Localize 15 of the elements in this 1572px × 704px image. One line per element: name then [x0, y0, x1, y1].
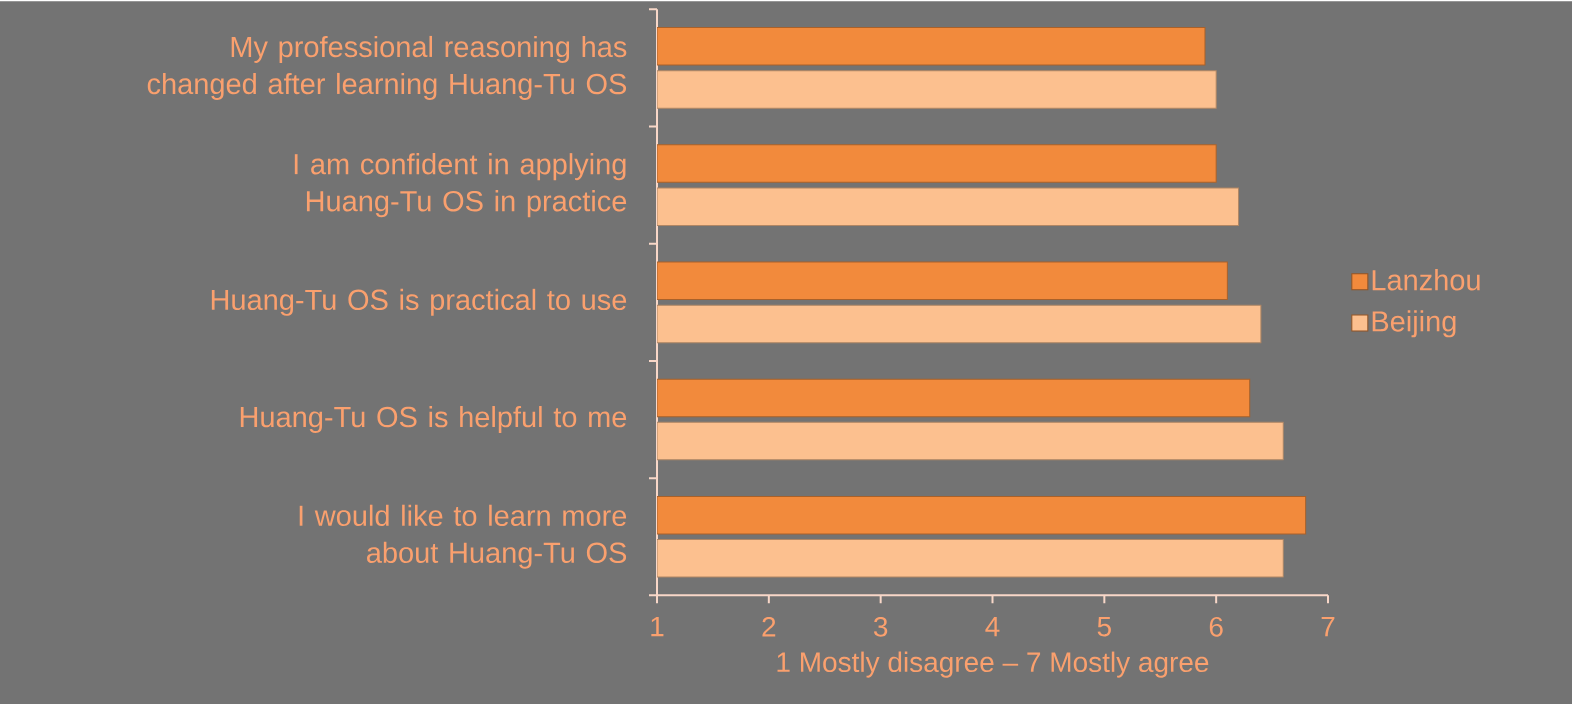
y-tick-label: Huang-Tu OS is helpful to me [240, 405, 627, 433]
x-tick-label: 4 [985, 616, 1000, 636]
x-tick-label: 2 [762, 616, 776, 637]
y-tick-label: My professional reasoning has changed after learning Huang-Tu OS [147, 35, 627, 100]
x-tick-label: 7 [1321, 616, 1335, 636]
x-tick-label: 5 [1097, 616, 1111, 637]
y-tick-label: I would like to learn more about Huang-Tu OS [299, 504, 627, 569]
x-tick-label: 1 [651, 616, 664, 636]
legend-label: Beijing [1372, 310, 1456, 338]
y-tick-label: I am confident in applying Huang-Tu OS in practice [294, 152, 627, 217]
x-axis-title: 1 Mostly disagree – 7 Mostly agree [777, 651, 1209, 678]
legend-label: Lanzhou [1372, 268, 1480, 291]
y-tick-label: Huang-Tu OS is practical to use [211, 288, 627, 316]
x-tick-label: 6 [1209, 616, 1223, 637]
x-tick-label: 3 [873, 616, 888, 637]
